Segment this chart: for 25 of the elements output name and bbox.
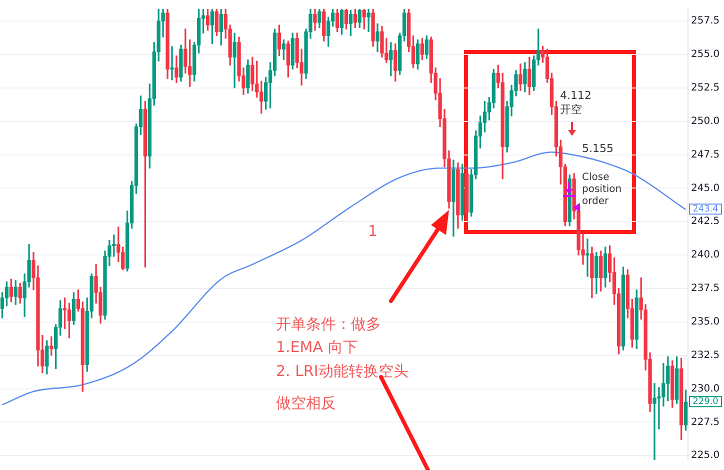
- y-tick-label: 242.5: [691, 216, 720, 228]
- y-tick-label: 230.0: [691, 383, 720, 394]
- annotation: 229.0: [692, 397, 719, 408]
- y-tick-label: 257.5: [691, 16, 720, 27]
- annotation: 243.4: [692, 204, 719, 214]
- annotation: 开空: [560, 103, 582, 116]
- annotation: 1: [368, 222, 378, 240]
- y-tick-label: 250.0: [691, 116, 720, 127]
- y-tick-label: 247.5: [691, 149, 720, 160]
- y-tick-label: 245.0: [691, 182, 720, 194]
- annotation: 开单条件：做多: [276, 315, 381, 333]
- y-tick-label: 237.5: [691, 283, 720, 294]
- annotation: Close position order: [582, 172, 622, 207]
- annotation: 1.EMA 向下: [276, 338, 358, 356]
- y-tick-label: 240.0: [691, 250, 720, 261]
- y-tick-label: 232.5: [691, 350, 720, 361]
- annotation: 2. LRI动能转换空头: [276, 362, 408, 380]
- annotation: 4.112: [560, 89, 592, 102]
- annotation: 做空相反: [276, 394, 336, 412]
- y-tick-label: 255.0: [691, 49, 720, 60]
- y-tick-label: 235.0: [691, 316, 720, 328]
- y-tick-label: 227.5: [691, 416, 720, 428]
- annotation: 5.155: [582, 142, 614, 155]
- y-tick-label: 225.0: [691, 450, 720, 462]
- y-tick-label: 252.5: [691, 82, 720, 94]
